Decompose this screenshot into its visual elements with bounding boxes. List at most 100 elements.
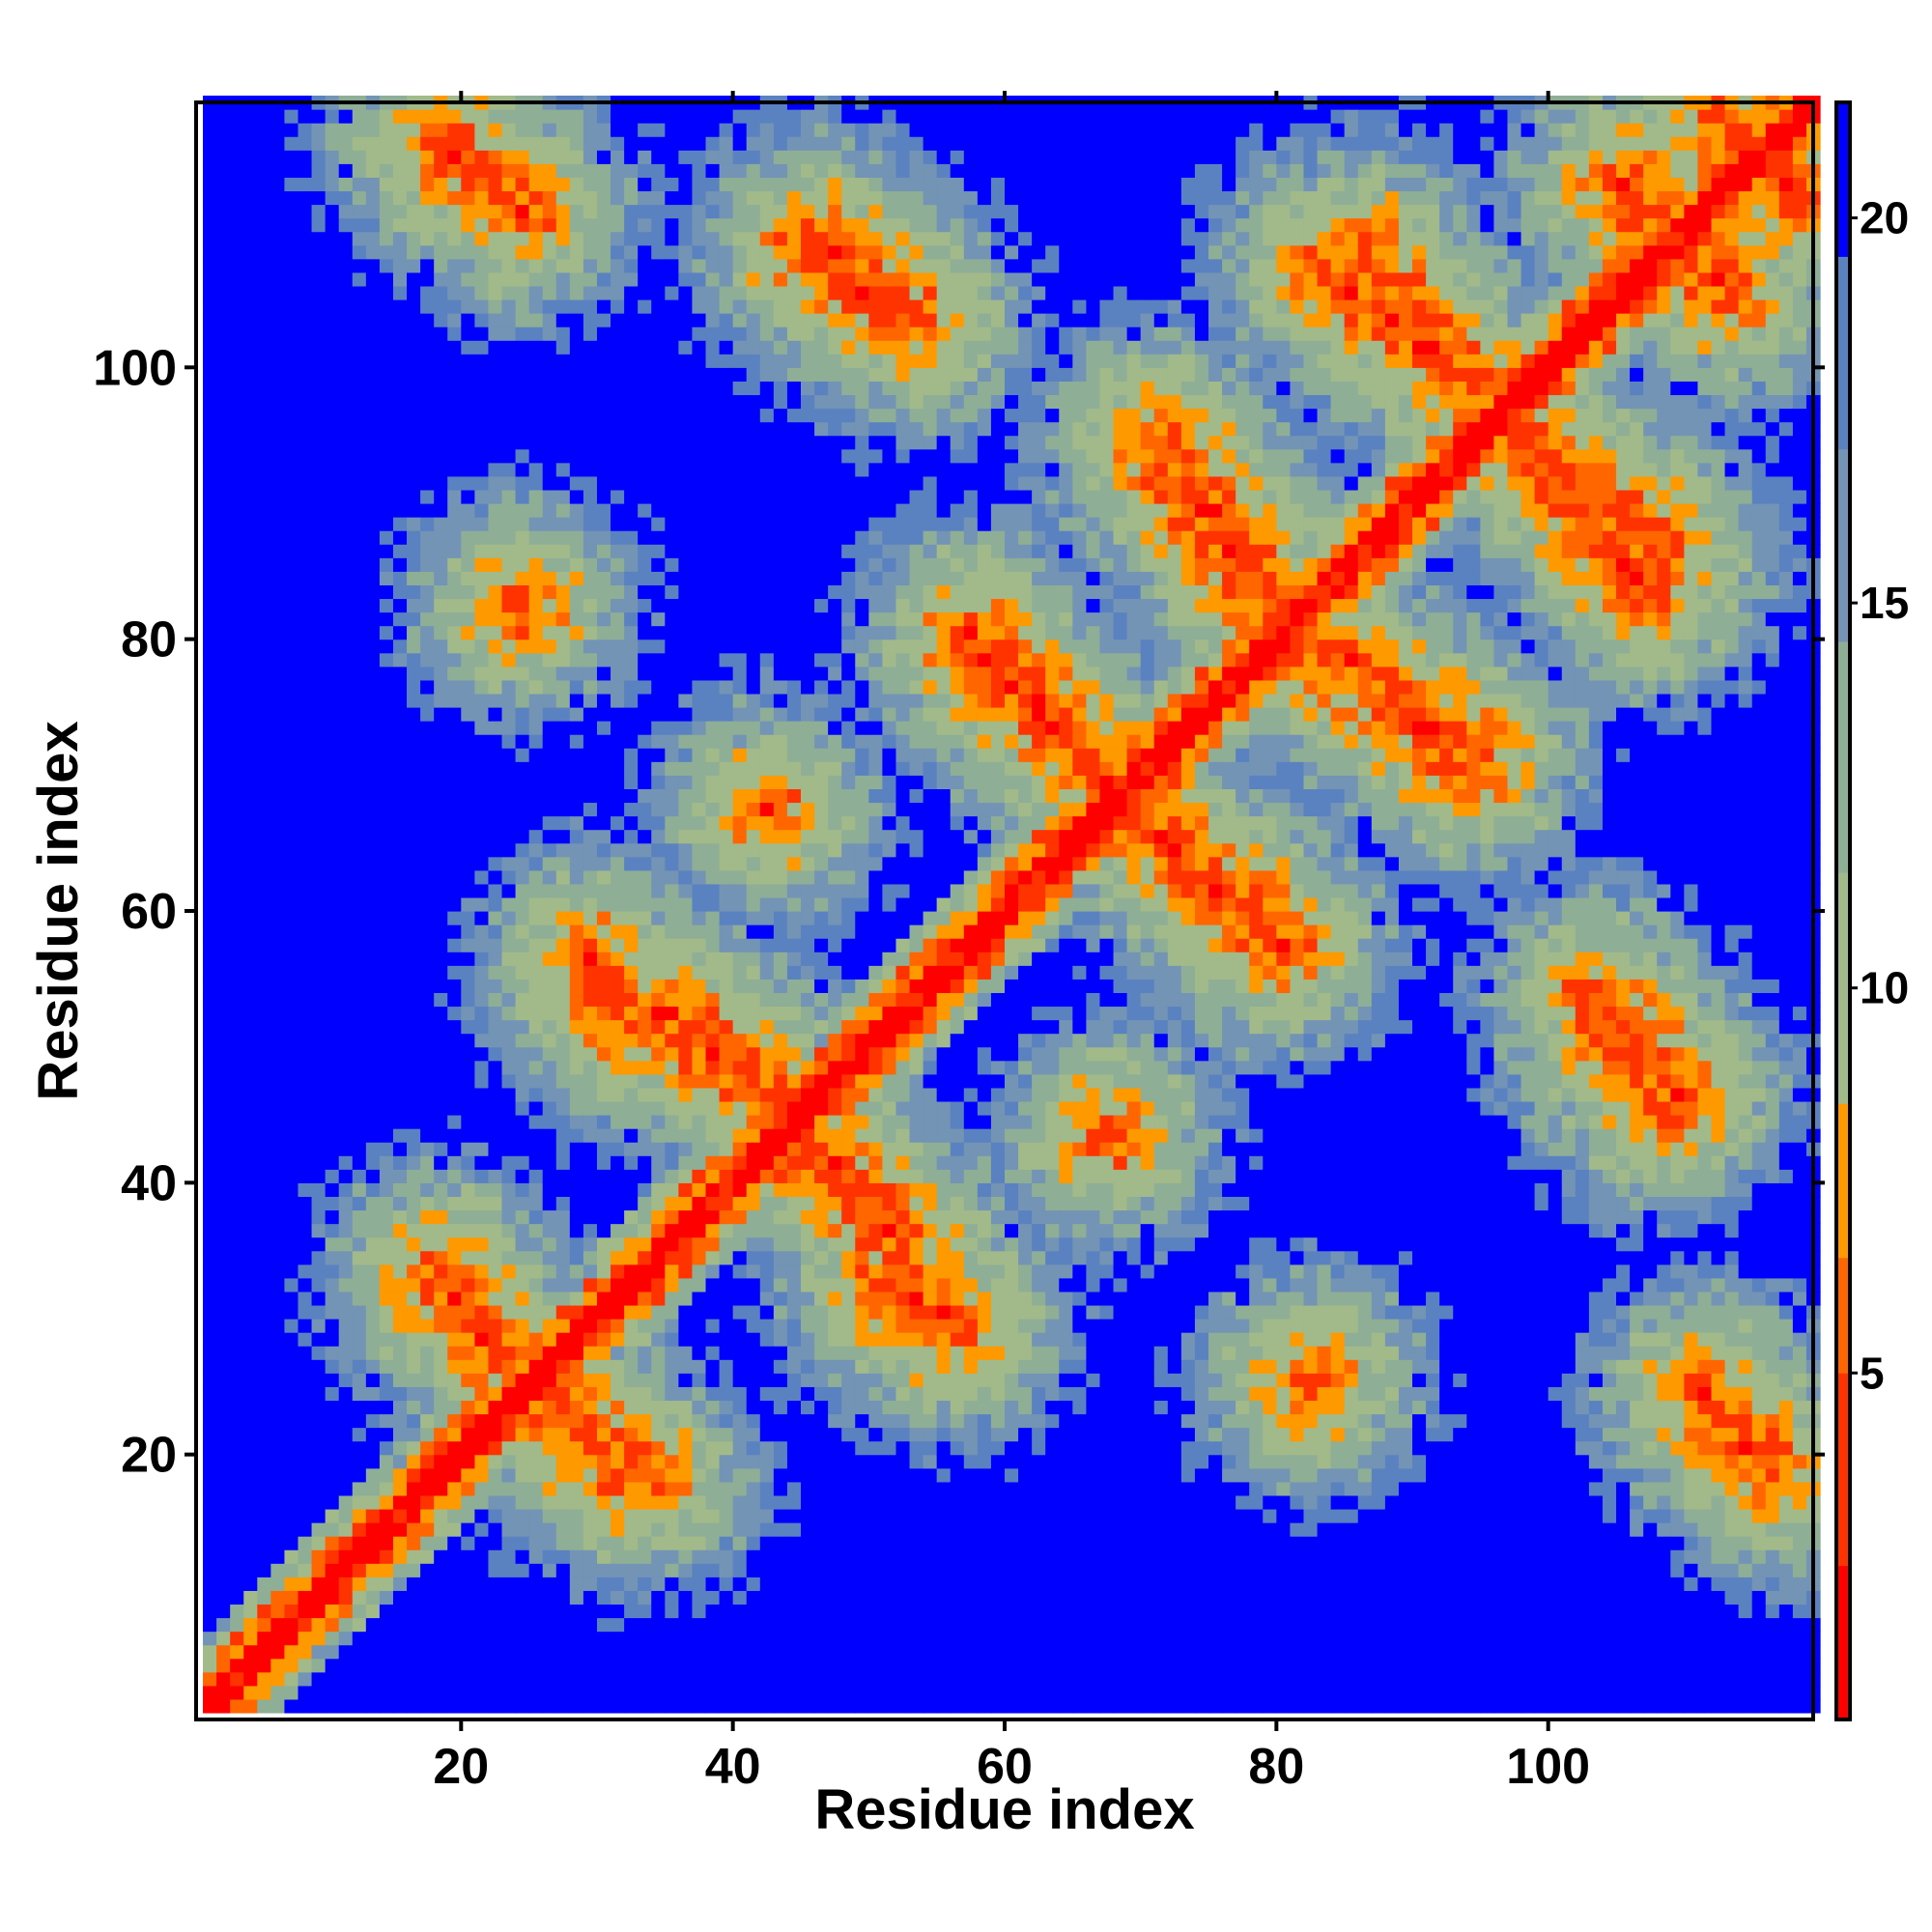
heatmap-cell [270, 1440, 286, 1456]
heatmap-cell [488, 1373, 503, 1387]
heatmap-cell [338, 1128, 354, 1143]
heatmap-cell [434, 652, 448, 668]
heatmap-cell [243, 952, 258, 966]
heatmap-cell [407, 298, 421, 314]
heatmap-cell [611, 109, 625, 124]
heatmap-cell [284, 1060, 299, 1075]
heatmap-cell [461, 1196, 475, 1211]
heatmap-cell [528, 693, 544, 708]
heatmap-cell [719, 911, 734, 925]
heatmap-cell [392, 883, 408, 898]
heatmap-cell [420, 408, 435, 423]
heatmap-cell [257, 1536, 271, 1550]
heatmap-cell [555, 1209, 571, 1225]
heatmap-cell [461, 462, 475, 477]
heatmap-cell [447, 1209, 462, 1225]
heatmap-cell [461, 761, 475, 776]
heatmap-cell [216, 1481, 231, 1496]
heatmap-cell [434, 1169, 448, 1183]
heatmap-cell [624, 639, 639, 654]
heatmap-cell [434, 625, 448, 640]
heatmap-cell [638, 1481, 652, 1496]
heatmap-cell [325, 408, 340, 423]
heatmap-cell [352, 109, 367, 124]
heatmap-cell [678, 979, 694, 994]
heatmap-cell [678, 788, 694, 804]
heatmap-cell [651, 1658, 666, 1673]
heatmap-cell [746, 1427, 761, 1442]
heatmap-cell [257, 1332, 271, 1347]
heatmap-cell [651, 1250, 666, 1265]
heatmap-cell [338, 313, 354, 327]
heatmap-cell [678, 475, 694, 491]
heatmap-cell [311, 1046, 327, 1062]
heatmap-cell [338, 1604, 354, 1619]
heatmap-cell [243, 1386, 258, 1402]
heatmap-cell [243, 1128, 258, 1143]
heatmap-cell [474, 1346, 490, 1360]
heatmap-cell [474, 896, 490, 912]
heatmap-cell [352, 571, 367, 585]
heatmap-cell [746, 1658, 761, 1673]
heatmap-cell [665, 1427, 679, 1442]
heatmap-cell [230, 842, 244, 858]
heatmap-cell [582, 1536, 598, 1550]
heatmap-cell [338, 204, 354, 219]
heatmap-cell [230, 1604, 244, 1619]
heatmap-cell [665, 244, 679, 260]
heatmap-cell [230, 394, 244, 410]
heatmap-cell [569, 1332, 584, 1347]
heatmap-cell [434, 217, 448, 233]
heatmap-cell [420, 1590, 435, 1605]
heatmap-cell [692, 313, 707, 327]
heatmap-cell [203, 381, 217, 396]
heatmap-cell [365, 598, 381, 613]
heatmap-cell [488, 1427, 503, 1442]
heatmap-cell [488, 123, 503, 137]
heatmap-cell [284, 652, 299, 668]
heatmap-cell [746, 489, 761, 504]
heatmap-cell [311, 1346, 327, 1360]
heatmap-cell [732, 1264, 748, 1279]
heatmap-cell [284, 448, 299, 464]
heatmap-cell [284, 285, 299, 300]
heatmap-cell [461, 313, 475, 327]
heatmap-cell [651, 639, 666, 654]
heatmap-cell [705, 1671, 721, 1687]
heatmap-cell [488, 1019, 503, 1035]
heatmap-cell [611, 1359, 625, 1374]
heatmap-cell [555, 1182, 571, 1198]
heatmap-cell [338, 721, 354, 735]
heatmap-cell [528, 1549, 544, 1564]
heatmap-cell [678, 258, 694, 273]
heatmap-cell [284, 815, 299, 831]
heatmap-cell [420, 802, 435, 817]
heatmap-cell [759, 1671, 775, 1687]
heatmap-cell [611, 381, 625, 396]
heatmap-cell [257, 625, 271, 640]
heatmap-cell [692, 1685, 707, 1700]
heatmap-cell [230, 625, 244, 640]
heatmap-cell [542, 1549, 557, 1564]
heatmap-cell [379, 1073, 394, 1089]
heatmap-cell [555, 584, 571, 600]
heatmap-cell [488, 231, 503, 246]
heatmap-cell [746, 1685, 761, 1700]
heatmap-cell [528, 639, 544, 654]
heatmap-cell [203, 367, 217, 382]
heatmap-cell [569, 1549, 584, 1564]
heatmap-cell [257, 1494, 271, 1510]
heatmap-cell [542, 448, 557, 464]
heatmap-cell [420, 829, 435, 844]
heatmap-cell [325, 979, 340, 994]
heatmap-cell [474, 244, 490, 260]
heatmap-cell [488, 204, 503, 219]
heatmap-cell [311, 150, 327, 164]
heatmap-cell [678, 421, 694, 437]
heatmap-cell [407, 938, 421, 952]
heatmap-cell [624, 1332, 639, 1347]
heatmap-cell [692, 1128, 707, 1143]
heatmap-cell [461, 327, 475, 341]
heatmap-cell [678, 829, 694, 844]
heatmap-cell [230, 1481, 244, 1496]
